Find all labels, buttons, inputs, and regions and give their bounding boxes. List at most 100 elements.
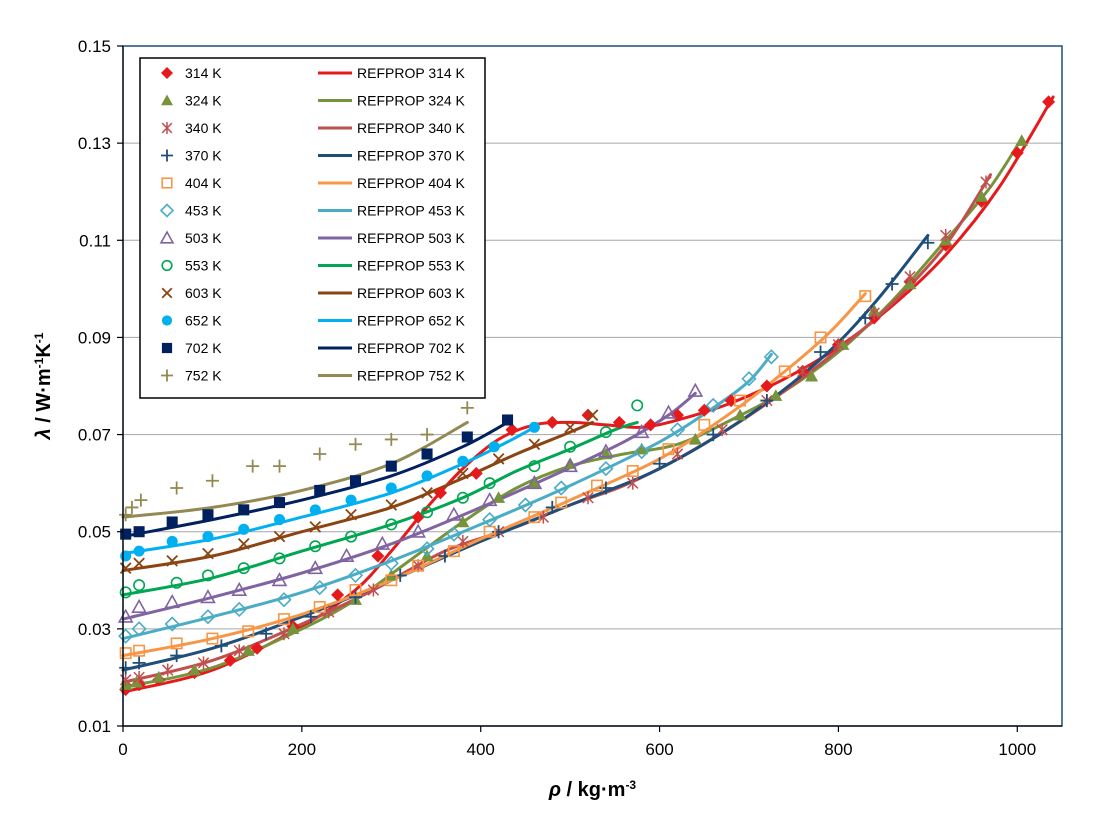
legend-line-label: REFPROP 340 K (357, 120, 466, 136)
legend-line-label: REFPROP 324 K (357, 93, 466, 109)
data-point (1015, 134, 1029, 146)
y-tick-label: 0.01 (78, 717, 111, 736)
x-axis-symbol: ρ (548, 779, 561, 801)
data-point (505, 423, 519, 437)
data-point (527, 476, 541, 489)
x-tick-label: 600 (645, 740, 673, 759)
data-point (555, 496, 568, 509)
data-point (132, 656, 146, 670)
data-series (120, 421, 540, 562)
data-point (159, 230, 175, 244)
data-point (119, 586, 132, 599)
data-point (975, 190, 989, 202)
data-point (164, 593, 181, 609)
data-point (231, 581, 248, 596)
legend-line-label: REFPROP 702 K (357, 340, 466, 356)
data-point (763, 349, 779, 365)
data-point (161, 315, 173, 326)
data-point (778, 365, 791, 378)
data-point (129, 675, 143, 688)
data-point (446, 526, 462, 542)
data-point (612, 415, 626, 429)
data-point (134, 493, 148, 507)
data-point (599, 426, 612, 439)
y-axis-unit-exponent-1: -1 (32, 357, 46, 368)
data-point (469, 466, 483, 480)
legend-label: 324 K (185, 93, 222, 109)
data-point (119, 661, 133, 675)
data-point (631, 399, 644, 412)
data-point (627, 476, 639, 490)
data-point (492, 453, 505, 465)
data-point (903, 277, 917, 290)
data-point (119, 673, 132, 687)
data-point (118, 628, 134, 644)
data-point (1010, 146, 1024, 160)
data-point (166, 555, 179, 567)
model-curve (121, 233, 930, 672)
data-point (241, 644, 255, 656)
data-point (166, 535, 178, 547)
model-curve (121, 420, 469, 519)
data-point (528, 438, 541, 451)
data-point (492, 491, 506, 503)
legend-label: 404 K (185, 175, 222, 191)
data-series (119, 134, 1029, 690)
y-tick-label: 0.09 (78, 328, 111, 347)
data-point (345, 530, 358, 543)
x-tick-label: 400 (467, 740, 495, 759)
data-point (457, 534, 469, 548)
data-point (331, 588, 345, 602)
data-point (214, 639, 228, 653)
legend-line-label: REFPROP 752 K (357, 368, 466, 384)
data-point (796, 364, 809, 378)
axis-ticks: 0.01 0.03 0.05 0.07 0.09 0.11 0.13 0.15 0 200 400 6… (78, 37, 1036, 759)
data-point (120, 528, 132, 540)
model-curve (121, 420, 509, 539)
data-point (161, 149, 173, 162)
legend-line-label: REFPROP 652 K (357, 313, 466, 329)
data-point (412, 559, 425, 572)
legend-label: 503 K (185, 230, 222, 246)
data-point (669, 422, 686, 438)
data-point (564, 421, 576, 434)
data-point (733, 408, 747, 421)
data-point (644, 418, 658, 432)
data-point (858, 311, 872, 325)
data-point (349, 437, 363, 451)
legend-line-label: REFPROP 370 K (357, 148, 466, 164)
data-point (201, 569, 214, 582)
data-point (457, 455, 469, 467)
data-point (273, 530, 286, 543)
legend-label: 553 K (185, 258, 222, 274)
legend-label: 652 K (185, 313, 222, 329)
data-point (447, 545, 460, 558)
y-axis-unit-exponent-2: -1 (32, 332, 46, 343)
data-point (412, 559, 424, 573)
data-point (349, 475, 362, 487)
data-point (349, 590, 363, 604)
data-point (662, 443, 675, 456)
data-point (687, 382, 704, 397)
data-point (242, 625, 255, 638)
data-series (118, 349, 779, 644)
y-tick-label: 0.13 (78, 134, 111, 153)
legend-line-label: REFPROP 503 K (357, 230, 466, 246)
data-point (421, 487, 433, 499)
data-point (338, 547, 355, 562)
x-tick-label: 200 (288, 740, 316, 759)
data-point (460, 401, 474, 415)
data-point (238, 523, 250, 535)
data-point (481, 491, 498, 507)
y-axis-title: λ / W·m-1K-1 (32, 332, 55, 440)
data-point (133, 670, 145, 684)
legend-entry: 652 K REFPROP 652 K (161, 313, 466, 329)
data-point (313, 600, 326, 613)
data-point (170, 649, 184, 663)
data-point (562, 457, 579, 473)
legend-entry: 603 K REFPROP 603 K (161, 285, 466, 301)
data-point (421, 470, 433, 482)
data-point (271, 572, 288, 587)
data-point (734, 394, 747, 407)
